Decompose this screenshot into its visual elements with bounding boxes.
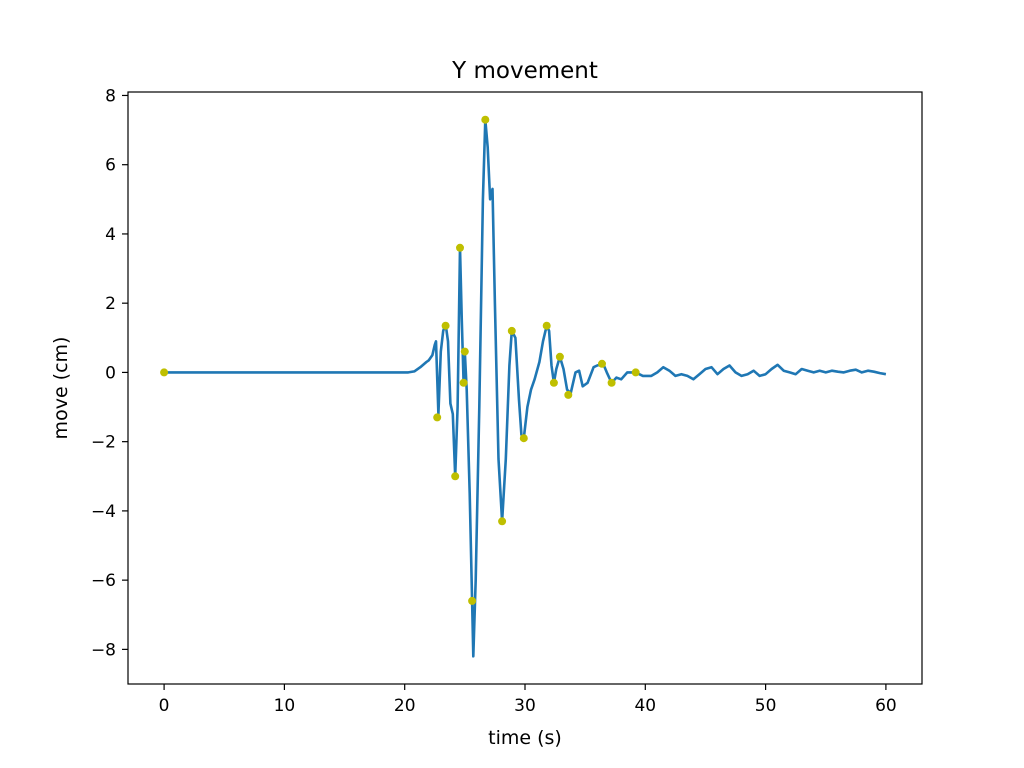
data-point-16	[598, 359, 606, 368]
data-point-12	[542, 321, 551, 330]
series-line-0	[164, 118, 887, 658]
y-tick-label: −6	[91, 571, 116, 591]
x-tick-label: 30	[514, 696, 536, 716]
data-point-4	[456, 243, 464, 252]
axes-frame	[127, 91, 923, 685]
y-axis: −8 −6 −4 −2 0 2 4 6 8	[91, 86, 128, 660]
x-tick-label: 20	[394, 696, 416, 716]
data-point-10	[507, 326, 516, 335]
x-tick-label: 50	[755, 696, 777, 716]
x-tick-label: 40	[634, 696, 656, 716]
data-point-1	[433, 413, 442, 422]
y-tick-label: −8	[91, 640, 116, 660]
chart-title: Y movement	[451, 58, 598, 84]
data-point-2	[441, 321, 450, 330]
data-point-0	[160, 368, 169, 377]
data-point-5	[459, 378, 468, 387]
data-point-18	[631, 368, 640, 377]
data-point-14	[555, 352, 564, 361]
data-point-17	[607, 378, 616, 387]
x-axis-title: time (s)	[488, 727, 562, 749]
y-tick-label: 2	[105, 294, 116, 314]
x-tick-label: 10	[274, 696, 296, 716]
x-axis: 0 10 20 30 40 50 60	[159, 684, 897, 716]
x-tick-label: 0	[159, 696, 170, 716]
y-tick-label: 8	[105, 86, 116, 106]
data-point-8	[481, 115, 490, 124]
x-tick-label: 60	[875, 696, 897, 716]
data-point-11	[519, 434, 528, 443]
plot-area	[160, 115, 887, 658]
data-point-6	[460, 347, 469, 356]
y-tick-label: 4	[105, 225, 116, 245]
y-tick-label: −4	[91, 502, 116, 522]
data-point-7	[468, 596, 477, 605]
y-tick-label: 0	[105, 363, 116, 383]
data-point-3	[451, 472, 460, 481]
data-point-9	[498, 517, 507, 526]
y-tick-label: −2	[91, 433, 116, 453]
data-point-15	[564, 390, 573, 399]
y-tick-label: 6	[105, 156, 116, 176]
data-point-13	[549, 378, 558, 387]
y-axis-title: move (cm)	[50, 337, 72, 440]
